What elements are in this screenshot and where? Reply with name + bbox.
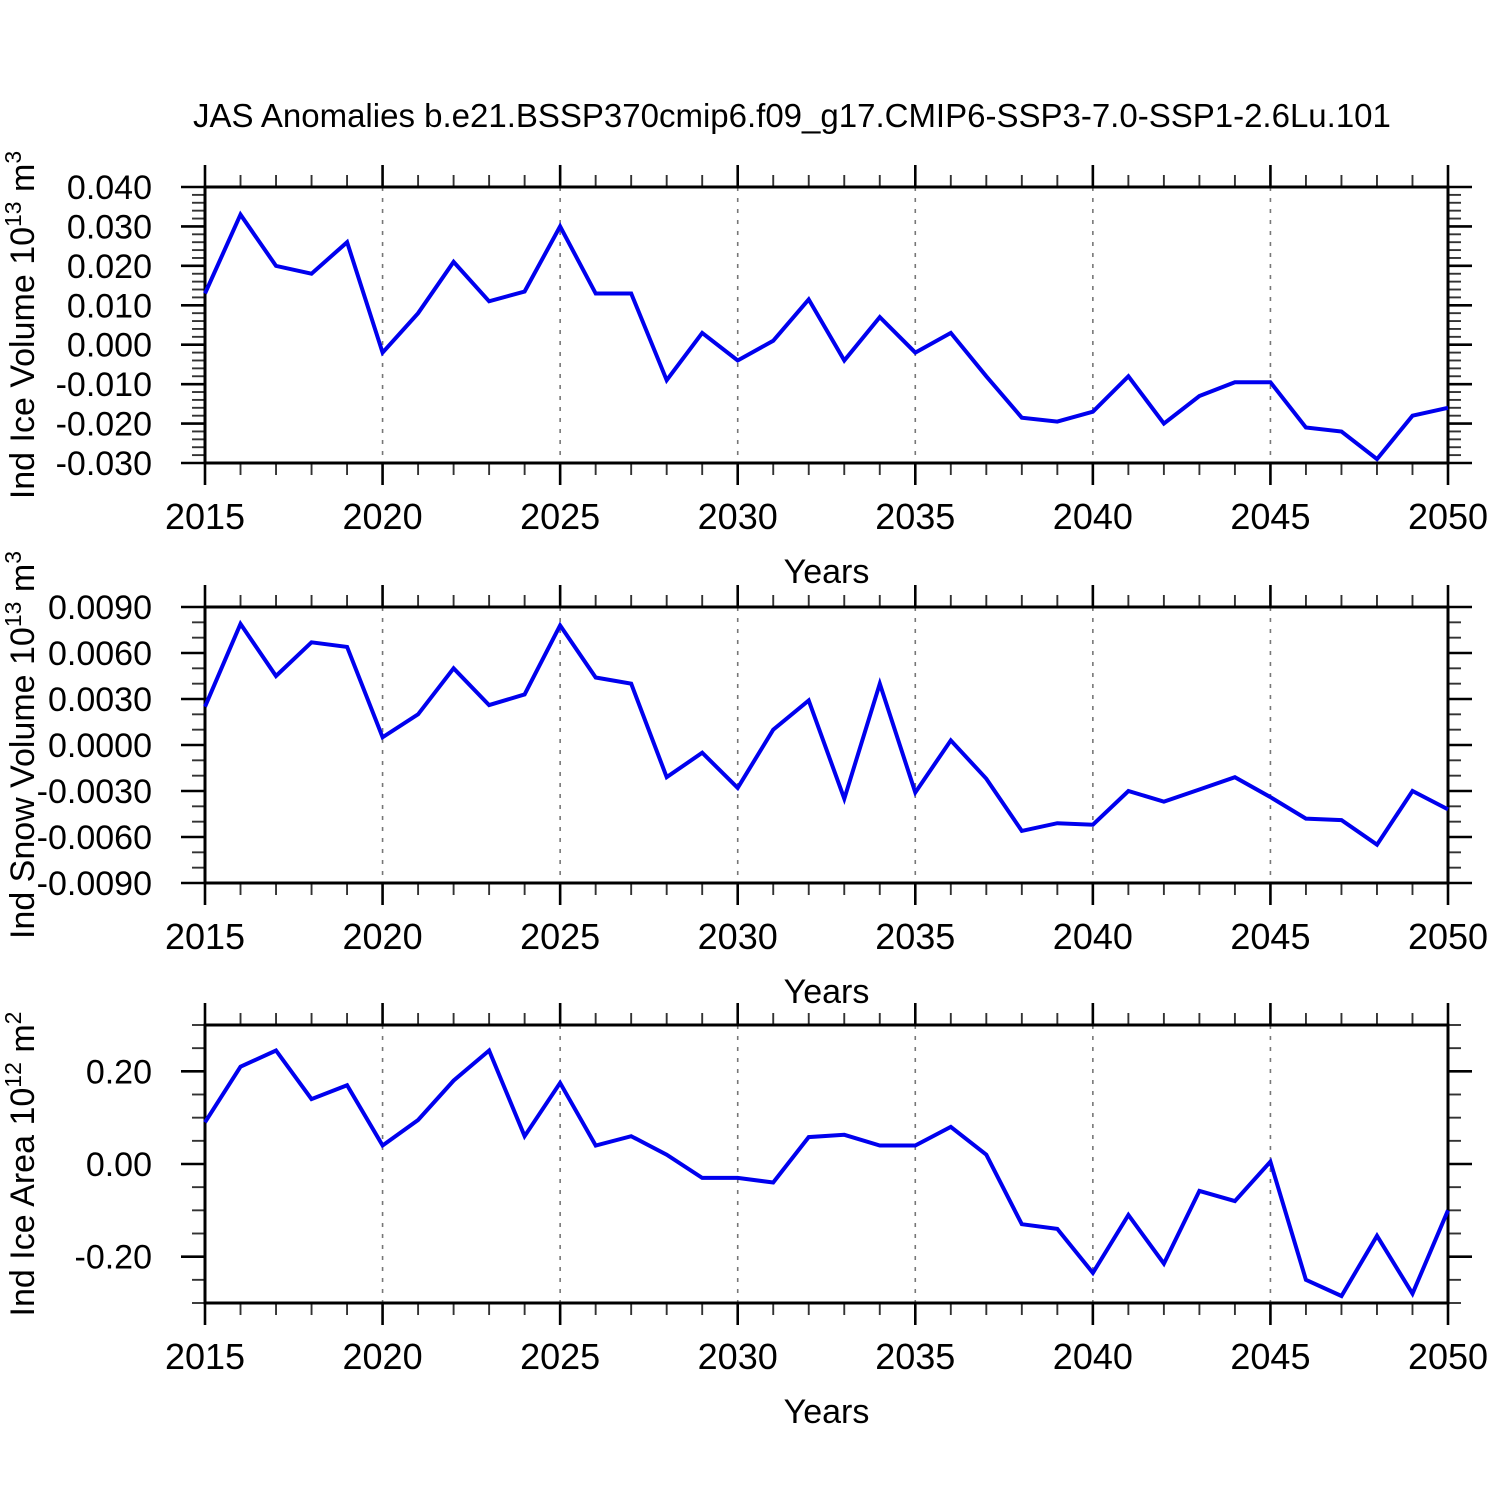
x-axis-label: Years xyxy=(784,1393,870,1431)
panel-ice-volume: 0.0400.0300.0200.0100.000-0.010-0.020-0.… xyxy=(0,151,1488,591)
x-tick-label: 2040 xyxy=(1053,496,1133,537)
y-tick-label: 0.0000 xyxy=(48,727,152,765)
x-tick-label: 2035 xyxy=(875,1336,955,1377)
y-tick-label: 0.20 xyxy=(86,1053,152,1091)
x-axis-label: Years xyxy=(784,973,870,1011)
x-tick-label: 2050 xyxy=(1408,496,1488,537)
x-tick-label: 2045 xyxy=(1230,916,1310,957)
y-tick-label: -0.010 xyxy=(56,366,152,404)
x-tick-label: 2025 xyxy=(520,496,600,537)
x-tick-label: 2045 xyxy=(1230,1336,1310,1377)
plot-frame xyxy=(203,1023,1450,1305)
x-tick-label: 2025 xyxy=(520,916,600,957)
y-tick-label: -0.020 xyxy=(56,406,152,444)
panel-ice-area: 0.20 0.00 -0.20 2015 2020 2025 2030 2035 2040 204… xyxy=(0,1003,1488,1431)
x-tick-label: 2015 xyxy=(165,916,245,957)
x-tick-label: 2050 xyxy=(1408,1336,1488,1377)
panel-snow-volume: 0.0090 0.0060 0.0030 0.0000 -0.0030 -0.0060 -0… xyxy=(0,551,1488,1011)
x-tick-label: 2025 xyxy=(520,1336,600,1377)
y-tick-label: 0.000 xyxy=(67,327,152,365)
data-line-ice-area xyxy=(203,1047,1450,1299)
y-axis-label: Ind Ice Area 1012 m2 xyxy=(0,1012,42,1317)
y-tick-label: 0.040 xyxy=(67,169,152,207)
x-tick-label: 2040 xyxy=(1053,1336,1133,1377)
y-tick-label: -0.0060 xyxy=(37,819,152,857)
x-tick-label: 2035 xyxy=(875,916,955,957)
chart-title: JAS Anomalies b.e21.BSSP370cmip6.f09_g17… xyxy=(193,97,1391,134)
y-tick-label: 0.0090 xyxy=(48,589,152,627)
x-tick-label: 2040 xyxy=(1053,916,1133,957)
x-tick-label: 2015 xyxy=(165,1336,245,1377)
plot-frame xyxy=(203,605,1450,885)
y-tick-label: -0.0090 xyxy=(37,865,152,903)
x-tick-label: 2030 xyxy=(698,1336,778,1377)
data-line-snow-volume xyxy=(203,619,1449,848)
x-tick-label: 2020 xyxy=(343,916,423,957)
y-tick-label: -0.030 xyxy=(56,445,152,483)
x-tick-label: 2045 xyxy=(1230,496,1310,537)
y-tick-label: -0.0030 xyxy=(37,773,152,811)
x-tick-label: 2030 xyxy=(698,916,778,957)
y-axis-label: Ind Snow Volume 1013 m3 xyxy=(0,551,42,939)
x-tick-label: 2030 xyxy=(698,496,778,537)
y-tick-label: 0.0060 xyxy=(48,635,152,673)
x-tick-label: 2050 xyxy=(1408,916,1488,957)
data-line-ice-volume xyxy=(203,210,1449,462)
y-tick-label: -0.20 xyxy=(75,1239,153,1277)
x-tick-label: 2020 xyxy=(343,496,423,537)
x-tick-label: 2015 xyxy=(165,496,245,537)
x-tick-label: 2035 xyxy=(875,496,955,537)
y-tick-label: 0.030 xyxy=(67,208,152,246)
y-tick-label: 0.020 xyxy=(67,248,152,286)
y-tick-label: 0.00 xyxy=(86,1146,152,1184)
x-tick-label: 2020 xyxy=(343,1336,423,1377)
x-axis-label: Years xyxy=(784,553,870,591)
y-tick-label: 0.010 xyxy=(67,287,152,325)
y-tick-label: 0.0030 xyxy=(48,681,152,719)
y-axis-label: Ind Ice Volume 1013 m3 xyxy=(0,151,42,499)
plot-frame xyxy=(203,185,1450,465)
